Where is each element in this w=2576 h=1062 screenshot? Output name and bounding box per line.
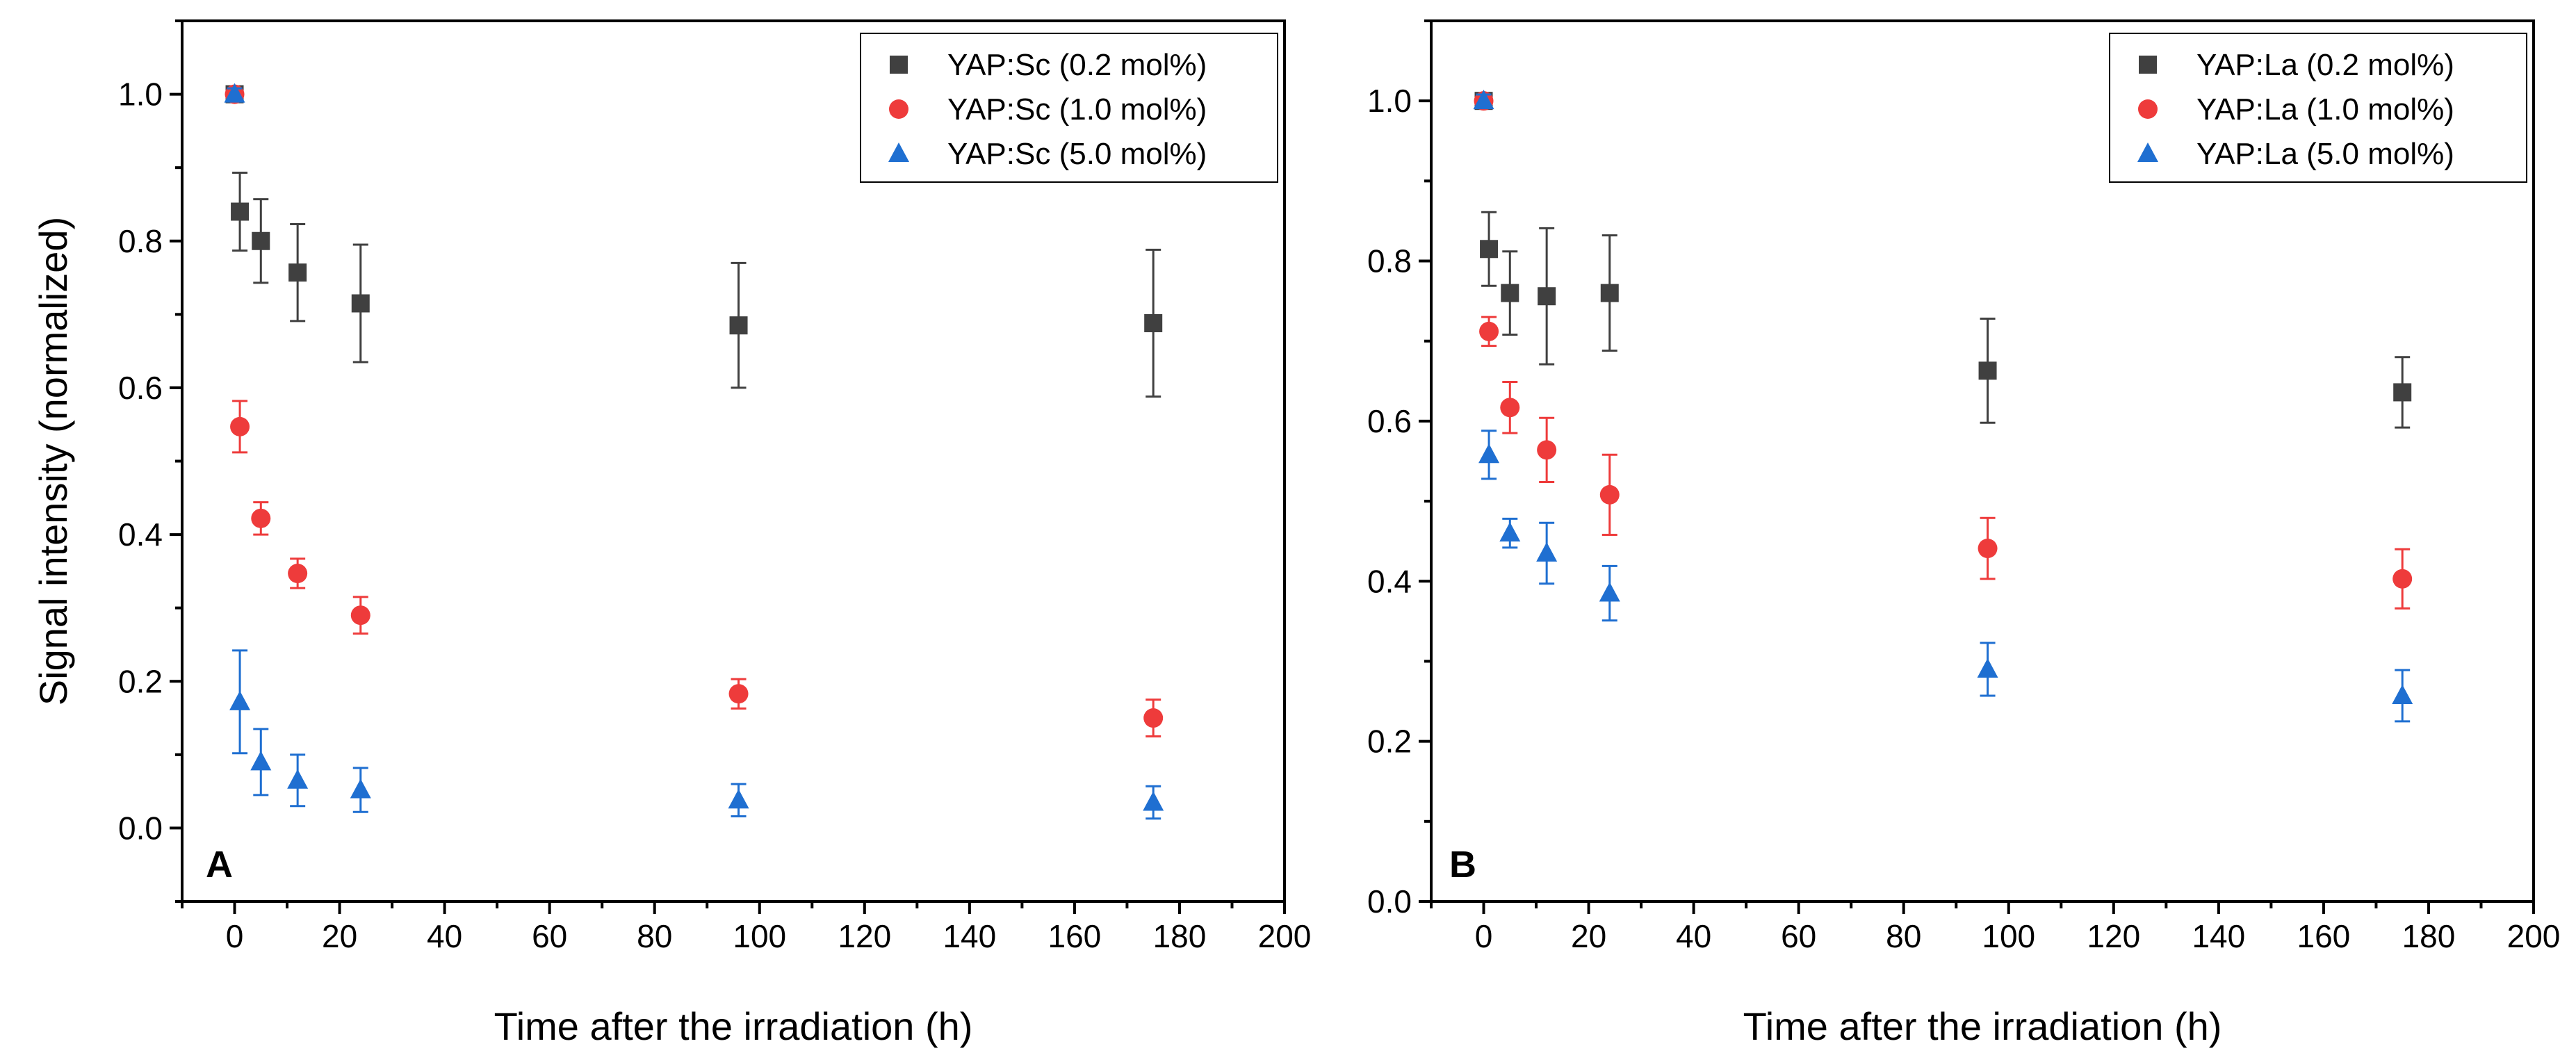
panel-a-data-point <box>351 294 370 313</box>
panel-b-data-point <box>1473 90 1494 110</box>
panel-a-y-tick-label: 1.0 <box>118 76 163 113</box>
panel-b-data-point <box>1538 287 1556 306</box>
panel-a-legend-label: YAP:Sc (5.0 mol%) <box>947 137 1207 171</box>
panel-b-x-tick-label: 0 <box>1475 918 1493 954</box>
panel-a-y-axis-title: Signal intensity (normalized) <box>31 217 75 705</box>
panel-a-data-point <box>728 789 749 809</box>
panel-a-panel-label: A <box>206 844 233 885</box>
panel-a-y-tick-label: 0.6 <box>118 370 163 406</box>
panel-a-data-point <box>350 605 370 626</box>
panel-a-data-point <box>729 316 748 335</box>
panel-a-legend-label: YAP:Sc (1.0 mol%) <box>947 92 1207 126</box>
panel-a-x-tick-label: 180 <box>1153 918 1207 954</box>
panel-a-data-point <box>288 263 307 282</box>
panel-b-legend-marker <box>2137 142 2158 162</box>
panel-b-legend-label: YAP:La (0.2 mol%) <box>2196 48 2454 82</box>
panel-a-x-tick-label: 80 <box>637 918 672 954</box>
panel-a-data-point <box>224 83 245 103</box>
panel-a-x-tick-label: 160 <box>1048 918 1102 954</box>
panel-b-data-point <box>1599 484 1620 505</box>
panel-a-data-point <box>231 202 250 221</box>
panel-a-data-point <box>252 231 270 250</box>
panel-a-x-tick-label: 140 <box>943 918 996 954</box>
panel-b-x-axis-title: Time after the irradiation (h) <box>1743 1004 2222 1048</box>
panel-a-x-tick-label: 120 <box>838 918 891 954</box>
panel-a-data-point <box>251 508 271 528</box>
panel-b-x-tick-label: 20 <box>1571 918 1606 954</box>
panel-b-legend-label: YAP:La (5.0 mol%) <box>2196 137 2454 171</box>
panel-a-x-tick-label: 200 <box>1258 918 1312 954</box>
panel-a-data-point <box>288 564 308 584</box>
panel-a-legend-marker <box>890 56 908 74</box>
panel-a-chart: 0 20 40 60 80 100 120 140 160 180 200 0.0 0.2 0.4 0.6 0… <box>31 19 1312 1048</box>
panel-b-panel-label: B <box>1449 844 1476 885</box>
panel-a-data-point <box>1143 708 1164 728</box>
panel-a-data-point <box>287 769 309 789</box>
panel-a-y-tick-label: 0.2 <box>118 663 163 699</box>
panel-b-chart: 0 20 40 60 80 100 120 140 160 180 200 0.0 0.2 0.4 0.6 0… <box>1367 19 2561 1048</box>
panel-a-data-point <box>250 751 272 771</box>
panel-b-x-tick-label: 180 <box>2402 918 2456 954</box>
panel-b-data-point <box>1537 440 1557 460</box>
panel-b-legend-marker <box>2138 99 2158 119</box>
panel-a-y-tick-label: 0.0 <box>118 810 163 846</box>
panel-b-data-point <box>1480 240 1499 259</box>
panel-b-data-point <box>1500 398 1520 418</box>
panel-b-x-tick-label: 80 <box>1886 918 1921 954</box>
panel-a-x-tick-label: 0 <box>226 918 244 954</box>
panel-b-x-tick-label: 120 <box>2087 918 2140 954</box>
panel-b-data-point <box>1479 321 1499 341</box>
panel-b-y-tick-label: 0.2 <box>1367 724 1412 760</box>
panel-b-data-point <box>1978 361 1997 380</box>
panel-a-x-tick-label: 60 <box>532 918 567 954</box>
panel-a-data-point <box>350 778 371 799</box>
panel-a-data-point <box>1144 314 1163 333</box>
panel-b-data-point <box>1499 522 1521 542</box>
panel-a-legend-marker <box>889 99 908 119</box>
panel-b-data-point <box>1599 582 1620 602</box>
panel-a-data-point <box>728 684 749 704</box>
panel-b-data-point <box>2393 383 2412 402</box>
panel-b-y-tick-label: 1.0 <box>1367 83 1412 119</box>
panel-b-legend-box <box>2109 33 2527 183</box>
panel-a-x-tick-label: 100 <box>733 918 786 954</box>
panel-b-y-tick-label: 0.8 <box>1367 243 1412 279</box>
panel-b-data-point <box>2392 569 2413 589</box>
panel-b-y-tick-label: 0.6 <box>1367 403 1412 439</box>
panel-b-x-tick-label: 200 <box>2507 918 2561 954</box>
panel-b-legend-label: YAP:La (1.0 mol%) <box>2196 92 2454 126</box>
panel-a-x-tick-label: 40 <box>427 918 462 954</box>
panel-a-y-tick-label: 0.4 <box>118 516 163 553</box>
panel-a-data-point <box>1143 791 1164 811</box>
panel-b-x-tick-label: 140 <box>2192 918 2245 954</box>
panel-a-legend-label: YAP:Sc (0.2 mol%) <box>947 48 1207 82</box>
panel-a-y-tick-label: 0.8 <box>118 223 163 259</box>
panel-b-data-point <box>1501 284 1519 302</box>
panel-b-plot-frame <box>1430 19 2535 903</box>
panel-b-data-point <box>1600 284 1619 302</box>
panel-a-legend-box <box>860 33 1278 183</box>
panel-a-x-axis-title: Time after the irradiation (h) <box>494 1004 973 1048</box>
panel-a-data-point <box>230 416 250 436</box>
panel-b-x-tick-label: 60 <box>1781 918 1816 954</box>
panel-b-x-tick-label: 40 <box>1676 918 1711 954</box>
panel-a-data-point <box>229 690 251 710</box>
panel-b-legend-marker <box>2139 56 2157 74</box>
panel-b-data-point <box>1536 541 1558 562</box>
panel-b-x-tick-label: 160 <box>2297 918 2351 954</box>
panel-b-y-tick-label: 0.0 <box>1367 883 1412 920</box>
panel-a-legend-marker <box>888 142 909 162</box>
panel-b-data-point <box>1977 657 1998 678</box>
panel-b-data-point <box>1978 539 1998 559</box>
panel-b-x-tick-label: 100 <box>1982 918 2035 954</box>
panel-b-data-point <box>2392 684 2413 704</box>
panel-a-x-tick-label: 20 <box>322 918 357 954</box>
panel-b-data-point <box>1478 443 1500 464</box>
panel-b-y-tick-label: 0.4 <box>1367 563 1412 599</box>
